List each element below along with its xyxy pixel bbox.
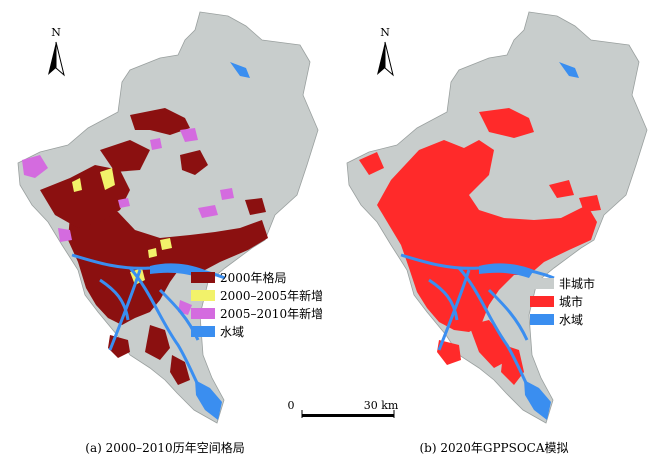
scale-end-label: 30 km [364, 399, 399, 412]
panel-a-caption: (a) 2000–2010历年空间格局 [85, 440, 244, 455]
north-label: N [380, 26, 390, 39]
scale-start-label: 0 [288, 399, 295, 412]
legend-label: 2000–2005年新增 [220, 288, 323, 303]
legend-swatch [191, 326, 215, 337]
panel-b-caption: (b) 2020年GPPSOCA模拟 [419, 441, 568, 455]
north-label: N [51, 26, 61, 39]
legend-swatch [191, 308, 215, 319]
legend-label: 2000年格局 [220, 270, 287, 285]
map-panel-b: N 非城市 城市 水域 (b) 2020年GPPSOCA模拟 [346, 11, 648, 455]
legend-swatch [191, 272, 215, 283]
north-arrow-a: N [48, 26, 65, 77]
legend-label: 水域 [559, 313, 583, 327]
legend-label: 非城市 [559, 276, 595, 291]
legend-swatch [530, 296, 554, 307]
legend-label: 水域 [220, 325, 244, 339]
legend-swatch [191, 290, 215, 301]
map-panel-a: N 2000年格局 2000–2005年新增 2005–2010年新增 水域 (… [17, 11, 323, 455]
legend-label: 2005–2010年新增 [220, 306, 323, 321]
legend-swatch [530, 314, 554, 325]
water-area [399, 62, 579, 420]
legend-swatch [530, 278, 554, 289]
legend-b: 非城市 城市 水域 [530, 276, 595, 327]
scale-bar: 0 30 km [288, 399, 399, 418]
north-arrow-b: N [377, 26, 394, 77]
legend-label: 城市 [559, 294, 583, 309]
legend-a: 2000年格局 2000–2005年新增 2005–2010年新增 水域 [191, 270, 323, 339]
